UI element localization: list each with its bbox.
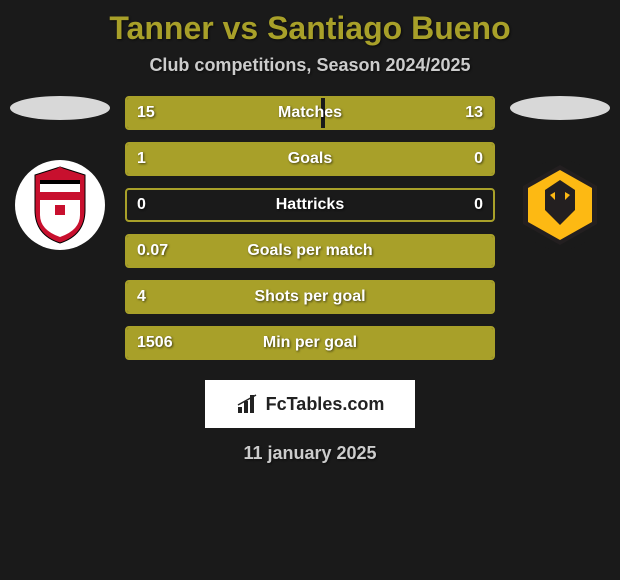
stat-label: Shots per goal — [127, 288, 493, 306]
stat-row-mpg: 1506 Min per goal — [125, 326, 495, 360]
subtitle: Club competitions, Season 2024/2025 — [0, 55, 620, 76]
stat-right-value: 0 — [474, 196, 483, 214]
player-name-left-placeholder — [10, 96, 110, 120]
stat-row-spg: 4 Shots per goal — [125, 280, 495, 314]
stat-label: Goals per match — [127, 242, 493, 260]
stat-row-gpm: 0.07 Goals per match — [125, 234, 495, 268]
left-player-column — [10, 96, 110, 250]
stat-label: Goals — [127, 150, 493, 168]
page-title: Tanner vs Santiago Bueno — [0, 10, 620, 47]
stat-right-value: 13 — [465, 104, 483, 122]
club-badge-left — [15, 160, 105, 250]
shield-crest-icon — [25, 165, 95, 245]
bars-icon — [236, 393, 260, 415]
content-row: 15 Matches 13 1 Goals 0 0 Hattricks 0 — [0, 96, 620, 360]
footer: FcTables.com 11 january 2025 — [0, 380, 620, 464]
stat-label: Hattricks — [127, 196, 493, 214]
stat-row-hattricks: 0 Hattricks 0 — [125, 188, 495, 222]
club-badge-right — [515, 160, 605, 250]
comparison-widget: Tanner vs Santiago Bueno Club competitio… — [0, 0, 620, 474]
date-text: 11 january 2025 — [243, 443, 376, 464]
right-player-column — [510, 96, 610, 250]
wolf-hexagon-icon — [515, 160, 605, 250]
stat-label: Matches — [127, 104, 493, 122]
stat-row-matches: 15 Matches 13 — [125, 96, 495, 130]
stat-label: Min per goal — [127, 334, 493, 352]
source-logo: FcTables.com — [205, 380, 415, 428]
stat-right-value: 0 — [474, 150, 483, 168]
stats-column: 15 Matches 13 1 Goals 0 0 Hattricks 0 — [110, 96, 510, 360]
stat-row-goals: 1 Goals 0 — [125, 142, 495, 176]
player-name-right-placeholder — [510, 96, 610, 120]
logo-text: FcTables.com — [266, 394, 385, 415]
